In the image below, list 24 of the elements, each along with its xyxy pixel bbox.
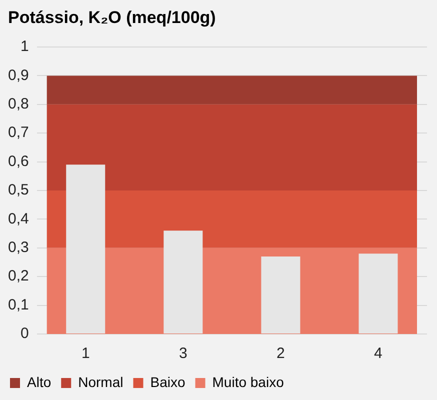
y-tick-label: 0,1	[8, 296, 29, 314]
y-tick-label: 0,2	[8, 268, 29, 285]
y-tick-label: 0,7	[8, 124, 29, 142]
x-tick-label: 4	[374, 345, 382, 362]
chart-title: Potássio, K₂O (meq/100g)	[7, 7, 217, 29]
x-tick-label: 2	[276, 345, 285, 362]
y-tick-label: 0	[20, 325, 29, 342]
y-tick-label: 0,6	[8, 152, 29, 170]
y-tick-label: 0,4	[8, 210, 29, 228]
y-tick-label: 0,5	[8, 182, 29, 199]
bar	[261, 256, 300, 334]
y-tick-label: 0,9	[8, 66, 29, 84]
y-tick-label: 0,3	[8, 239, 29, 256]
legend-label: Baixo	[150, 374, 186, 390]
legend-label: Normal	[78, 374, 124, 390]
x-tick-label: 3	[178, 345, 188, 362]
legend-label: Muito baixo	[212, 374, 284, 390]
y-tick-label: 1	[20, 38, 29, 56]
bar	[164, 230, 203, 334]
x-tick-label: 1	[81, 345, 90, 362]
y-tick-label: 0,8	[8, 96, 29, 113]
legend-label: Alto	[27, 374, 52, 390]
bar	[358, 254, 398, 334]
bar	[66, 164, 106, 334]
